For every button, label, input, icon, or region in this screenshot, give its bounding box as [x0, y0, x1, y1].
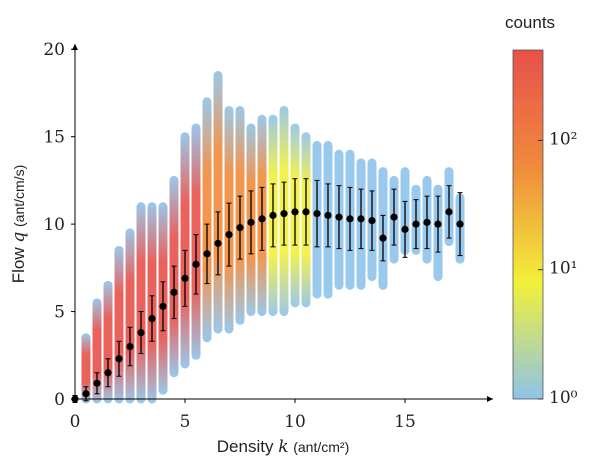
mean-point	[236, 224, 244, 232]
mean-point	[302, 208, 310, 216]
mean-point	[324, 211, 332, 219]
mean-point	[137, 328, 145, 337]
x-axis-label: Density k (ant/cm²)	[217, 437, 349, 457]
mean-point	[214, 239, 222, 247]
x-tick-label: 10	[284, 412, 306, 432]
colorbar-title: counts	[505, 13, 555, 32]
y-label-unit: (ant/cm/s)	[11, 165, 27, 227]
mean-point	[335, 213, 343, 221]
cloud-column	[92, 298, 102, 404]
mean-point	[368, 217, 376, 225]
mean-point	[104, 369, 112, 377]
mean-point	[456, 220, 464, 228]
mean-point	[445, 208, 453, 216]
x-tick-label: 0	[70, 412, 81, 432]
mean-point	[412, 220, 420, 228]
cloud-column	[125, 228, 135, 404]
y-label-symbol: q	[9, 232, 29, 243]
mean-point	[225, 231, 233, 239]
x-tick-label: 15	[394, 412, 416, 432]
y-tick-label: 15	[43, 128, 65, 148]
mean-point	[170, 288, 178, 296]
colorbar	[512, 49, 544, 400]
mean-point	[115, 355, 123, 363]
mean-point	[269, 211, 277, 219]
mean-point	[434, 220, 442, 228]
colorbar-tick-label: 10²	[549, 129, 577, 149]
cloud-column	[81, 333, 91, 404]
y-label-word: Flow	[9, 247, 28, 284]
x-label-unit: (ant/cm²)	[293, 439, 349, 455]
colorbar-tick-label: 10¹	[549, 259, 577, 279]
mean-point	[379, 234, 387, 242]
y-tick-label: 5	[54, 303, 65, 323]
mean-point	[159, 302, 167, 310]
cloud-column	[136, 202, 146, 404]
mean-point	[401, 225, 409, 233]
cloud-column	[213, 70, 223, 334]
x-label-word: Density	[217, 437, 274, 456]
mean-point	[291, 208, 299, 216]
mean-point	[313, 210, 321, 218]
cloud-column	[114, 245, 124, 404]
mean-point	[93, 379, 101, 387]
x-label-symbol: k	[278, 437, 288, 457]
mean-point	[126, 342, 134, 351]
mean-point	[346, 215, 354, 223]
x-axis-arrow	[487, 396, 493, 402]
cloud-column	[202, 97, 212, 343]
mean-point	[148, 314, 156, 323]
mean-point	[423, 218, 431, 226]
mean-point	[71, 395, 79, 403]
mean-point	[82, 390, 90, 398]
mean-point	[390, 213, 398, 221]
mean-point	[357, 215, 365, 223]
y-tick-label: 10	[43, 215, 65, 235]
mean-point	[247, 218, 255, 226]
y-tick-label: 0	[54, 390, 65, 410]
mean-point	[192, 260, 200, 268]
mean-point	[203, 250, 211, 258]
y-axis-label: Flow q (ant/cm/s)	[9, 165, 29, 284]
mean-point	[181, 274, 189, 282]
mean-point	[258, 215, 266, 223]
y-axis-arrow	[72, 44, 78, 50]
x-tick-label: 5	[180, 412, 191, 432]
colorbar-tick-label: 10⁰	[549, 388, 578, 408]
mean-point	[280, 210, 288, 218]
y-tick-label: 20	[43, 40, 65, 60]
